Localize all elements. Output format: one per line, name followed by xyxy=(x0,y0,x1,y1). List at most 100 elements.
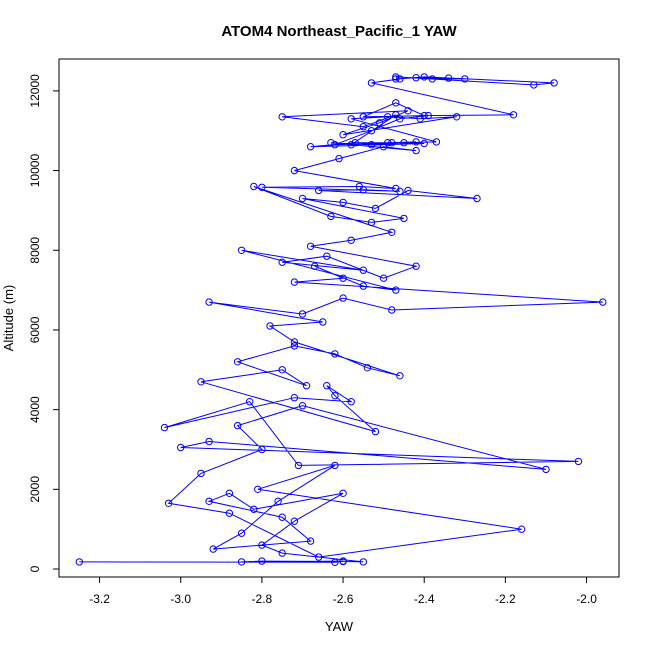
data-point xyxy=(461,75,469,83)
data-point xyxy=(392,75,400,83)
data-point xyxy=(542,465,550,474)
data-point xyxy=(339,131,347,139)
data-point xyxy=(420,139,428,148)
data-point xyxy=(359,282,367,290)
x-tick-label: -2.2 xyxy=(495,592,516,606)
data-point xyxy=(290,166,299,175)
data-point xyxy=(197,378,205,386)
data-point xyxy=(278,113,286,121)
data-point xyxy=(355,182,363,191)
x-tick-label: -3.2 xyxy=(89,592,110,606)
y-tick-label: 6000 xyxy=(28,316,42,343)
data-point xyxy=(367,218,376,227)
data-point xyxy=(331,392,339,400)
data-point xyxy=(396,115,404,123)
data-point xyxy=(339,198,347,207)
data-point xyxy=(164,499,173,507)
data-point xyxy=(160,423,169,432)
series-line xyxy=(79,76,603,563)
data-point xyxy=(278,549,286,557)
data-point xyxy=(258,557,266,565)
data-point xyxy=(233,358,242,366)
data-point xyxy=(404,107,412,115)
data-point xyxy=(306,242,315,251)
x-tick-label: -3.0 xyxy=(170,592,191,606)
data-point xyxy=(517,525,526,533)
data-point xyxy=(412,74,420,82)
data-point xyxy=(335,154,343,163)
data-point xyxy=(412,262,420,270)
data-point xyxy=(351,139,359,147)
data-point xyxy=(274,497,282,505)
data-point xyxy=(392,99,400,107)
data-point xyxy=(473,194,481,203)
data-point xyxy=(339,294,347,302)
plot-frame xyxy=(58,58,620,578)
y-tick-label: 4000 xyxy=(28,396,42,423)
data-point xyxy=(331,558,339,566)
data-point xyxy=(331,141,339,149)
data-point xyxy=(347,141,355,149)
data-point xyxy=(258,183,266,192)
data-point xyxy=(392,111,400,119)
data-point xyxy=(428,75,436,83)
data-point xyxy=(339,489,347,497)
data-point xyxy=(205,437,213,446)
data-point xyxy=(258,445,266,454)
data-point xyxy=(75,558,84,566)
x-tick-label: -2.0 xyxy=(576,592,597,606)
data-point xyxy=(237,246,246,255)
data-point xyxy=(246,398,254,406)
data-point xyxy=(254,485,262,493)
data-point xyxy=(412,146,420,155)
y-axis-label: Altitude (m) xyxy=(1,285,16,351)
data-point xyxy=(306,537,315,545)
chart-title: ATOM4 Northeast_Pacific_1 YAW xyxy=(221,23,457,40)
data-point xyxy=(290,394,299,402)
data-point xyxy=(412,138,420,146)
data-point xyxy=(375,119,384,127)
data-point xyxy=(278,366,286,374)
data-point xyxy=(331,350,339,358)
data-point xyxy=(367,141,376,149)
data-point xyxy=(367,79,376,87)
data-point xyxy=(388,139,396,147)
data-point xyxy=(237,529,246,537)
data-point xyxy=(347,236,355,245)
data-point xyxy=(233,421,242,430)
data-point xyxy=(396,75,404,83)
y-axis: 0 2000 4000 6000 8000 10000 12000 xyxy=(28,74,59,572)
data-point xyxy=(278,513,286,521)
data-point xyxy=(197,469,205,478)
data-point xyxy=(392,184,400,193)
data-point xyxy=(384,139,392,147)
data-point xyxy=(298,194,307,203)
data-point xyxy=(290,342,299,350)
data-point xyxy=(420,73,428,81)
data-point xyxy=(404,186,412,195)
data-point xyxy=(294,461,303,470)
data-point xyxy=(367,127,376,135)
data-point xyxy=(530,81,538,89)
data-point xyxy=(359,558,367,566)
data-point xyxy=(388,306,396,314)
data-point xyxy=(298,310,307,318)
data-point xyxy=(298,402,307,410)
x-tick-label: -2.8 xyxy=(252,592,273,606)
data-point xyxy=(432,138,441,146)
data-point xyxy=(250,505,258,513)
data-point xyxy=(359,266,367,274)
y-tick-label: 10000 xyxy=(28,154,42,188)
data-point xyxy=(258,541,266,549)
data-point xyxy=(388,228,396,237)
data-point xyxy=(323,252,331,260)
data-point xyxy=(347,398,355,406)
data-point xyxy=(315,553,323,561)
data-point xyxy=(278,258,286,266)
data-point xyxy=(319,318,327,326)
data-point xyxy=(574,457,583,466)
data-point xyxy=(209,545,217,553)
data-point xyxy=(599,298,607,306)
data-point xyxy=(392,73,400,81)
